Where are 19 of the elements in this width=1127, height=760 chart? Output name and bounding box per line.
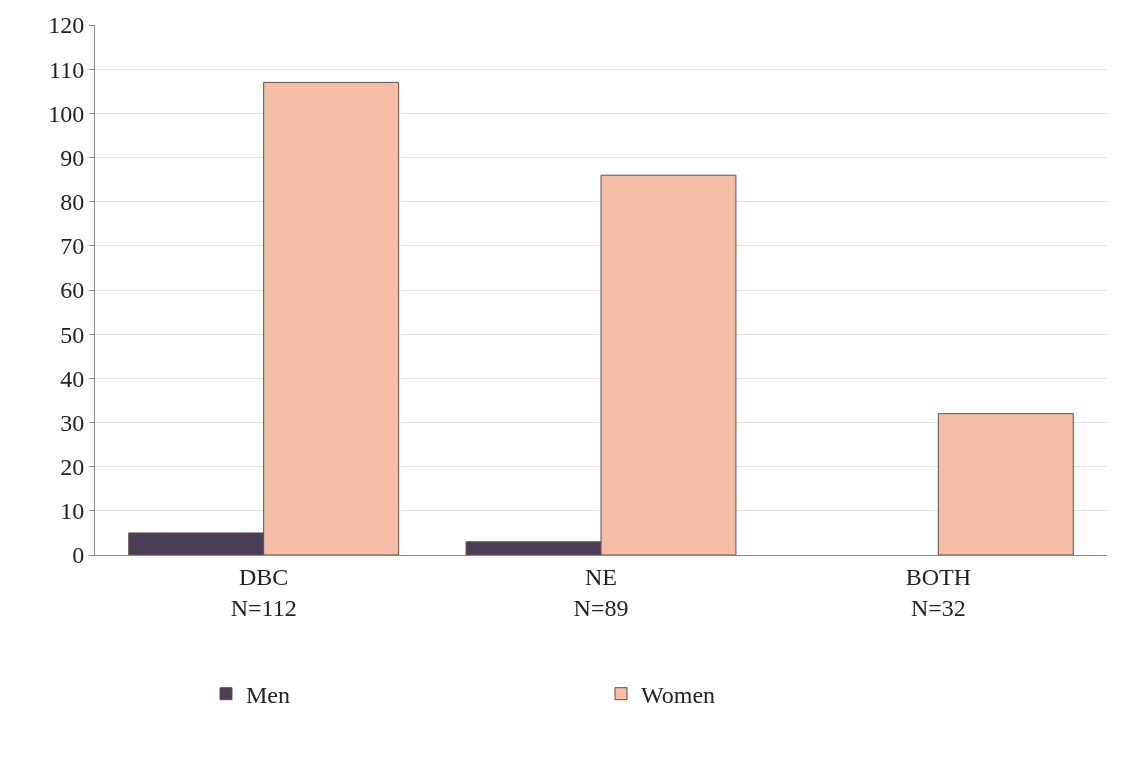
y-tick-label: 100 (48, 100, 85, 127)
y-tick-label: 80 (60, 189, 85, 216)
y-tick-label: 50 (60, 321, 85, 348)
bar (937, 413, 1074, 555)
legend-label: Men (246, 682, 290, 709)
y-tick-label: 70 (60, 233, 85, 260)
y-tick-label: 110 (49, 56, 85, 83)
y-tick-label: 0 (72, 542, 85, 569)
x-tick-label: DBC N=112 (230, 563, 297, 621)
x-tick-label: NE N=89 (573, 563, 629, 621)
legend-label: Women (641, 682, 716, 709)
y-tick-label: 60 (60, 277, 85, 304)
x-tick-label: BOTH N=32 (905, 563, 971, 621)
y-tick-label: 10 (60, 498, 85, 525)
y-tick-label: 40 (60, 365, 85, 392)
y-tick-label: 20 (60, 454, 85, 481)
y-tick-label: 120 (48, 12, 85, 39)
y-tick-label: 90 (60, 144, 85, 171)
y-tick-label: 30 (60, 409, 85, 436)
